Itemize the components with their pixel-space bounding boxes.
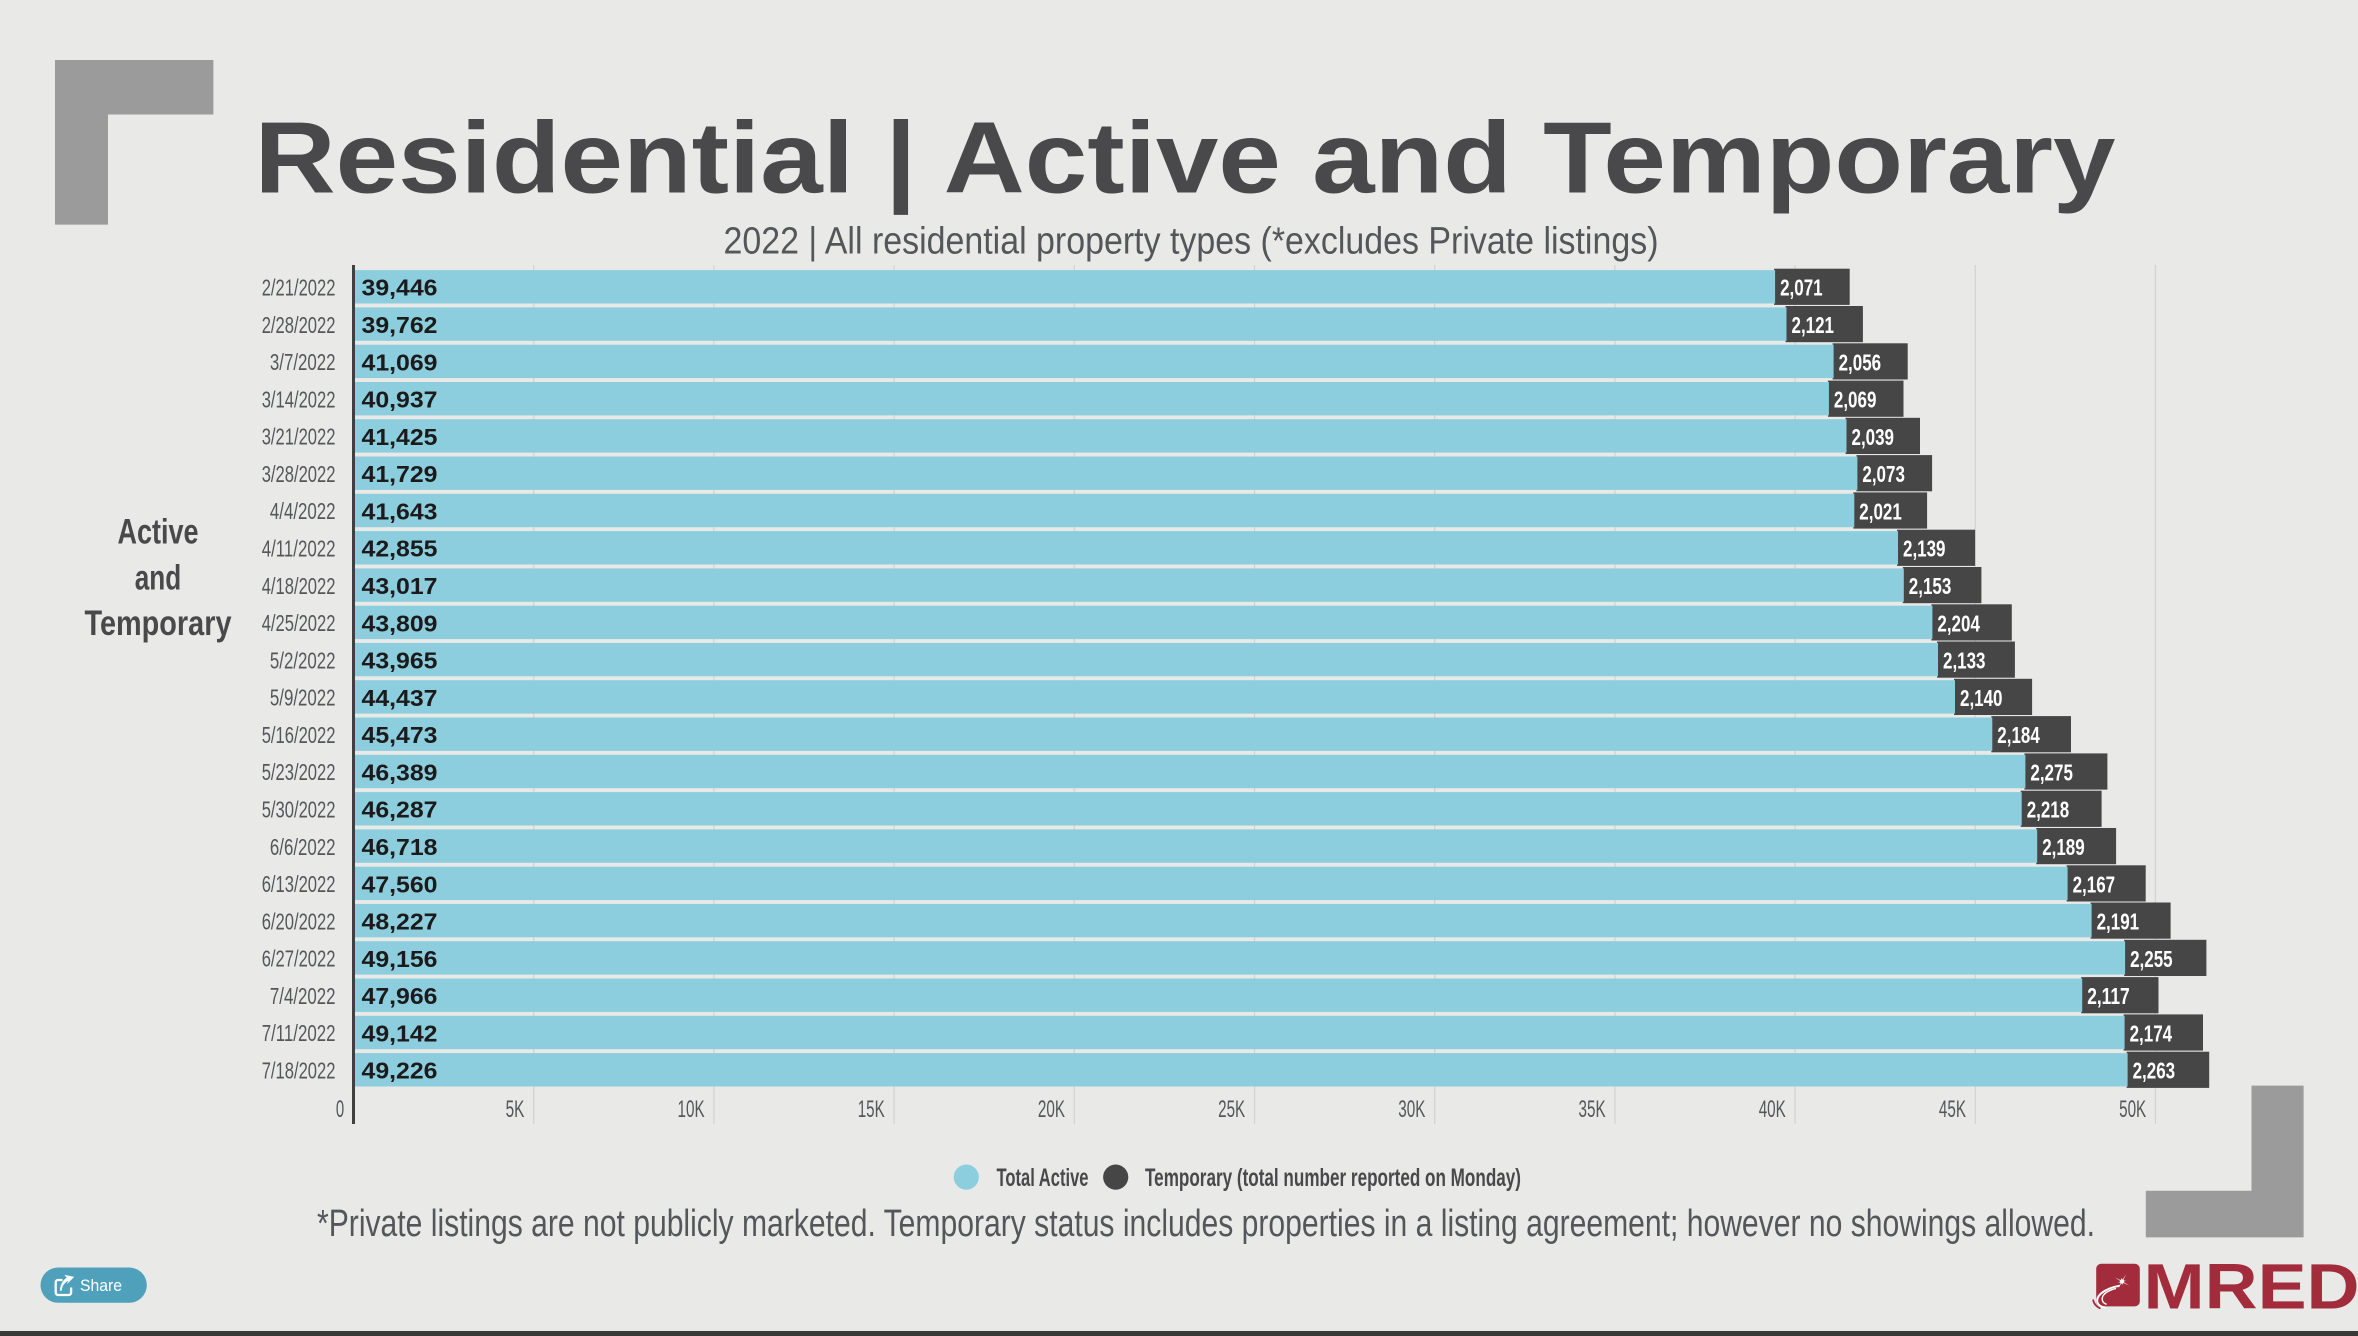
svg-text:4/25/2022: 4/25/2022 bbox=[262, 610, 336, 636]
svg-text:2,139: 2,139 bbox=[1903, 536, 1946, 562]
svg-text:47,560: 47,560 bbox=[362, 871, 438, 897]
svg-text:2,189: 2,189 bbox=[2042, 834, 2085, 860]
svg-text:43,965: 43,965 bbox=[362, 648, 438, 674]
svg-text:5K: 5K bbox=[506, 1096, 525, 1123]
svg-text:2,174: 2,174 bbox=[2130, 1020, 2173, 1046]
svg-text:45,473: 45,473 bbox=[362, 722, 438, 748]
svg-text:4/18/2022: 4/18/2022 bbox=[262, 573, 336, 599]
svg-text:15K: 15K bbox=[858, 1096, 886, 1123]
svg-text:2,167: 2,167 bbox=[2073, 871, 2116, 897]
svg-text:MRED: MRED bbox=[2144, 1251, 2358, 1323]
svg-text:2,263: 2,263 bbox=[2133, 1058, 2176, 1084]
svg-text:6/6/2022: 6/6/2022 bbox=[270, 834, 336, 860]
svg-text:43,809: 43,809 bbox=[362, 610, 438, 636]
svg-text:3/21/2022: 3/21/2022 bbox=[262, 424, 336, 450]
svg-text:7/11/2022: 7/11/2022 bbox=[262, 1020, 336, 1046]
svg-text:40K: 40K bbox=[1759, 1096, 1787, 1123]
svg-text:2022 | All residential propert: 2022 | All residential property types (*… bbox=[724, 221, 1659, 263]
svg-text:2,056: 2,056 bbox=[1839, 349, 1882, 375]
svg-text:5/30/2022: 5/30/2022 bbox=[262, 797, 336, 823]
svg-text:5/2/2022: 5/2/2022 bbox=[270, 647, 336, 673]
svg-text:49,226: 49,226 bbox=[362, 1058, 438, 1084]
svg-text:41,425: 41,425 bbox=[362, 424, 438, 450]
svg-text:2,039: 2,039 bbox=[1852, 424, 1895, 450]
svg-text:39,446: 39,446 bbox=[362, 275, 438, 301]
svg-text:2,153: 2,153 bbox=[1909, 573, 1952, 599]
svg-text:Share: Share bbox=[80, 1276, 122, 1295]
svg-text:6/20/2022: 6/20/2022 bbox=[262, 908, 336, 934]
svg-text:20K: 20K bbox=[1038, 1096, 1066, 1123]
svg-text:35K: 35K bbox=[1579, 1096, 1607, 1123]
svg-text:6/27/2022: 6/27/2022 bbox=[262, 946, 336, 972]
svg-text:2/28/2022: 2/28/2022 bbox=[262, 312, 336, 338]
svg-text:47,966: 47,966 bbox=[362, 983, 438, 1009]
svg-text:Temporary (total number report: Temporary (total number reported on Mond… bbox=[1145, 1164, 1521, 1192]
svg-text:2,133: 2,133 bbox=[1943, 648, 1986, 674]
svg-text:2,073: 2,073 bbox=[1862, 461, 1905, 487]
svg-text:2,191: 2,191 bbox=[2097, 909, 2140, 935]
svg-text:46,718: 46,718 bbox=[362, 834, 438, 860]
svg-text:Total Active: Total Active bbox=[997, 1164, 1089, 1192]
svg-text:0: 0 bbox=[336, 1096, 344, 1123]
svg-text:7/18/2022: 7/18/2022 bbox=[262, 1058, 336, 1084]
svg-text:2,255: 2,255 bbox=[2130, 946, 2173, 972]
svg-text:Active: Active bbox=[118, 513, 199, 552]
svg-text:and: and bbox=[135, 558, 182, 597]
svg-text:41,643: 41,643 bbox=[362, 498, 438, 524]
svg-text:2,069: 2,069 bbox=[1834, 387, 1877, 413]
svg-text:43,017: 43,017 bbox=[362, 573, 438, 599]
svg-text:6/13/2022: 6/13/2022 bbox=[262, 871, 336, 897]
svg-text:3/7/2022: 3/7/2022 bbox=[270, 349, 336, 375]
svg-text:Temporary: Temporary bbox=[85, 604, 232, 643]
svg-text:Residential | Active and Tempo: Residential | Active and Temporary bbox=[255, 102, 2116, 215]
svg-text:5/16/2022: 5/16/2022 bbox=[262, 722, 336, 748]
svg-text:50K: 50K bbox=[2119, 1096, 2147, 1123]
svg-text:30K: 30K bbox=[1398, 1096, 1426, 1123]
svg-text:41,069: 41,069 bbox=[362, 349, 438, 375]
svg-text:2,218: 2,218 bbox=[2027, 797, 2070, 823]
svg-text:3/14/2022: 3/14/2022 bbox=[262, 386, 336, 412]
svg-text:2,140: 2,140 bbox=[1960, 685, 2003, 711]
svg-text:5/9/2022: 5/9/2022 bbox=[270, 685, 336, 711]
svg-text:41,729: 41,729 bbox=[362, 461, 438, 487]
svg-text:40,937: 40,937 bbox=[362, 387, 438, 413]
svg-text:2,275: 2,275 bbox=[2030, 759, 2072, 785]
svg-text:*Private listings are not publ: *Private listings are not publicly marke… bbox=[317, 1203, 2095, 1245]
svg-text:39,762: 39,762 bbox=[362, 312, 438, 338]
svg-text:45K: 45K bbox=[1939, 1096, 1967, 1123]
svg-text:44,437: 44,437 bbox=[362, 685, 438, 711]
svg-text:46,389: 46,389 bbox=[362, 759, 438, 785]
svg-text:2/21/2022: 2/21/2022 bbox=[262, 275, 336, 301]
svg-text:4/11/2022: 4/11/2022 bbox=[262, 536, 336, 562]
svg-text:46,287: 46,287 bbox=[362, 797, 438, 823]
svg-text:25K: 25K bbox=[1218, 1096, 1246, 1123]
svg-text:4/4/2022: 4/4/2022 bbox=[270, 498, 336, 524]
svg-text:7/4/2022: 7/4/2022 bbox=[270, 983, 336, 1009]
svg-text:2,121: 2,121 bbox=[1792, 312, 1835, 338]
svg-text:49,142: 49,142 bbox=[362, 1020, 438, 1046]
svg-text:2,021: 2,021 bbox=[1859, 498, 1902, 524]
svg-text:5/23/2022: 5/23/2022 bbox=[262, 759, 336, 785]
svg-text:2,117: 2,117 bbox=[2087, 983, 2130, 1009]
svg-text:48,227: 48,227 bbox=[362, 909, 438, 935]
svg-text:2,184: 2,184 bbox=[1997, 722, 2040, 748]
svg-text:2,071: 2,071 bbox=[1780, 275, 1823, 301]
svg-text:3/28/2022: 3/28/2022 bbox=[262, 461, 336, 487]
svg-text:10K: 10K bbox=[678, 1096, 706, 1123]
svg-text:42,855: 42,855 bbox=[362, 536, 438, 562]
svg-text:2,204: 2,204 bbox=[1937, 610, 1980, 636]
svg-text:49,156: 49,156 bbox=[362, 946, 438, 972]
